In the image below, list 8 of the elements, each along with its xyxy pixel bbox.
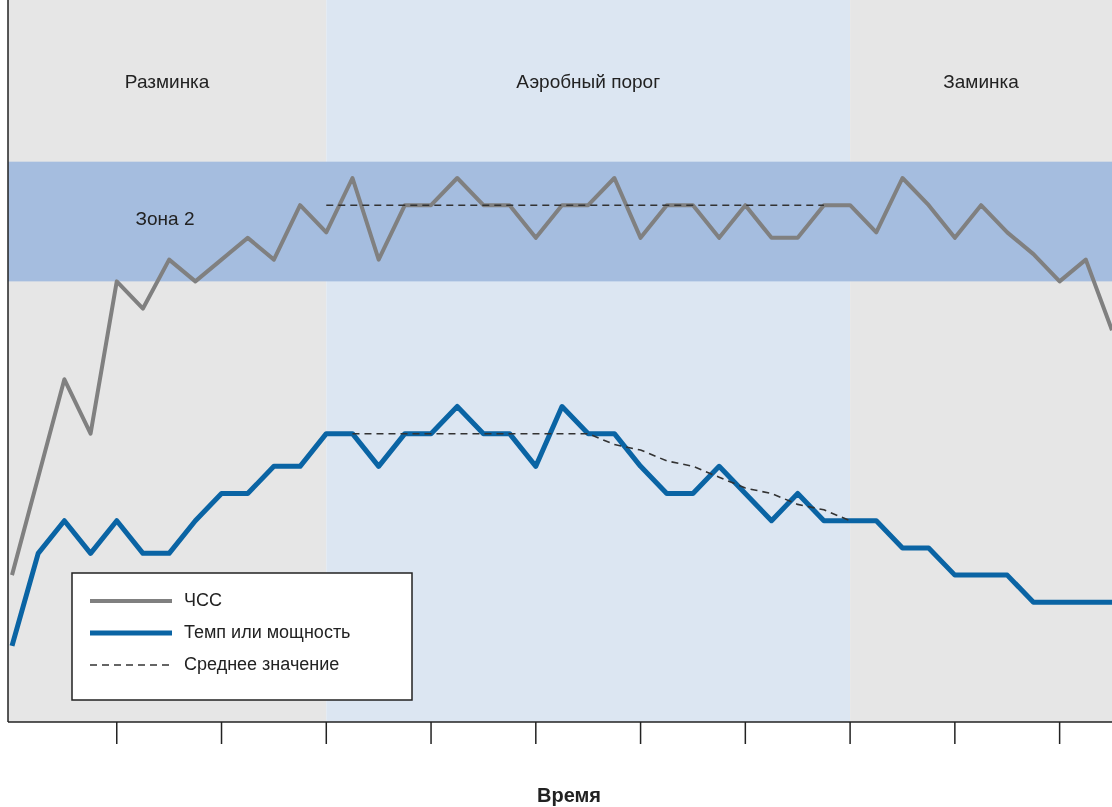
x-axis-title: Время — [537, 784, 601, 806]
text: Заминка — [943, 71, 1020, 92]
legend-label: Среднее значение — [184, 653, 340, 674]
band-label: Зона 2 — [135, 207, 195, 229]
legend-label: ЧСС — [184, 589, 222, 610]
legend-label: Темп или мощность — [184, 621, 351, 642]
text: Аэробный порог — [516, 71, 661, 92]
text: Разминка — [124, 71, 210, 92]
